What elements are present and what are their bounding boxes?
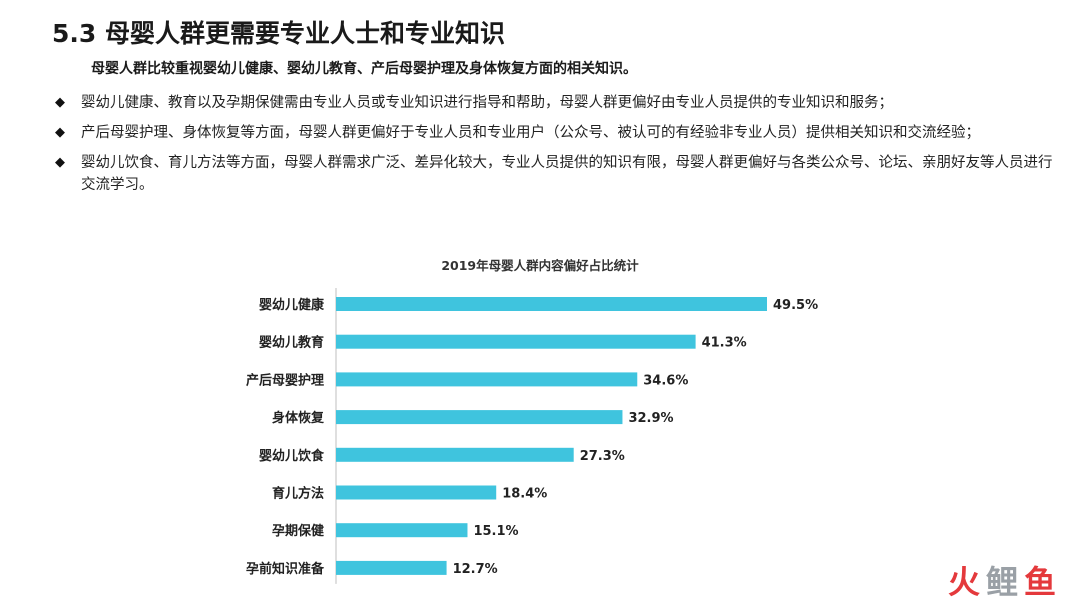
category-label: 孕期保健 <box>272 523 324 539</box>
page-title: 5.3 母婴人群更需要专业人士和专业知识 <box>52 19 505 48</box>
diamond-icon: ◆ <box>55 125 65 140</box>
value-label: 18.4% <box>502 487 547 502</box>
bar <box>336 334 696 349</box>
logo-char: 鲤 <box>985 563 1020 601</box>
value-label: 41.3% <box>702 336 747 351</box>
category-label: 婴幼儿饮食 <box>259 448 325 464</box>
category-label: 婴幼儿健康 <box>259 297 325 313</box>
category-label: 婴幼儿教育 <box>259 335 324 351</box>
bullet-text: 婴幼儿饮食、育儿方法等方面，母婴人群需求广泛、差异化较大，专业人员提供的知识有限… <box>81 155 1053 193</box>
value-label: 34.6% <box>643 373 688 388</box>
bullet-list: ◆ 婴幼儿健康、教育以及孕期保健需由专业人员或专业知识进行指导和帮助，母婴人群更… <box>55 92 1055 204</box>
category-label: 身体恢复 <box>272 410 325 426</box>
category-label: 产后母婴护理 <box>246 372 324 388</box>
chart-title: 2019年母婴人群内容偏好占比统计 <box>441 258 639 273</box>
bar <box>336 560 447 575</box>
bullet-item: ◆ 婴幼儿饮食、育儿方法等方面，母婴人群需求广泛、差异化较大，专业人员提供的知识… <box>55 152 1055 196</box>
diamond-icon: ◆ <box>55 155 65 170</box>
category-label: 育儿方法 <box>272 486 324 502</box>
logo-char: 鱼 <box>1023 563 1058 601</box>
bar <box>336 485 497 500</box>
bar-chart: 婴幼儿健康 49.5% 婴幼儿教育 41.3% 产后母婴护理 34.6% 身体恢复 32.9%… <box>246 288 818 584</box>
diamond-icon: ◆ <box>55 95 65 110</box>
bar <box>336 297 767 311</box>
bar <box>336 447 574 462</box>
bar <box>336 523 468 538</box>
bar <box>336 372 638 387</box>
value-label: 32.9% <box>628 411 673 426</box>
logo: 火 鲤 鱼 <box>948 557 1058 603</box>
bar <box>336 410 623 425</box>
category-label: 孕前知识准备 <box>246 561 325 577</box>
value-label: 15.1% <box>473 524 518 539</box>
value-label: 27.3% <box>580 449 625 464</box>
page-subtitle: 母婴人群比较重视婴幼儿健康、婴幼儿教育、产后母婴护理及身体恢复方面的相关知识。 <box>91 61 637 77</box>
logo-char: 火 <box>947 563 982 601</box>
value-label: 49.5% <box>773 298 818 313</box>
value-label: 12.7% <box>453 562 498 577</box>
bullet-item: ◆ 婴幼儿健康、教育以及孕期保健需由专业人员或专业知识进行指导和帮助，母婴人群更… <box>55 92 1055 114</box>
bullet-text: 婴幼儿健康、教育以及孕期保健需由专业人员或专业知识进行指导和帮助，母婴人群更偏好… <box>81 95 893 111</box>
bullet-item: ◆ 产后母婴护理、身体恢复等方面，母婴人群更偏好于专业人员和专业用户（公众号、被… <box>55 122 1055 144</box>
bullet-text: 产后母婴护理、身体恢复等方面，母婴人群更偏好于专业人员和专业用户（公众号、被认可… <box>81 125 980 141</box>
